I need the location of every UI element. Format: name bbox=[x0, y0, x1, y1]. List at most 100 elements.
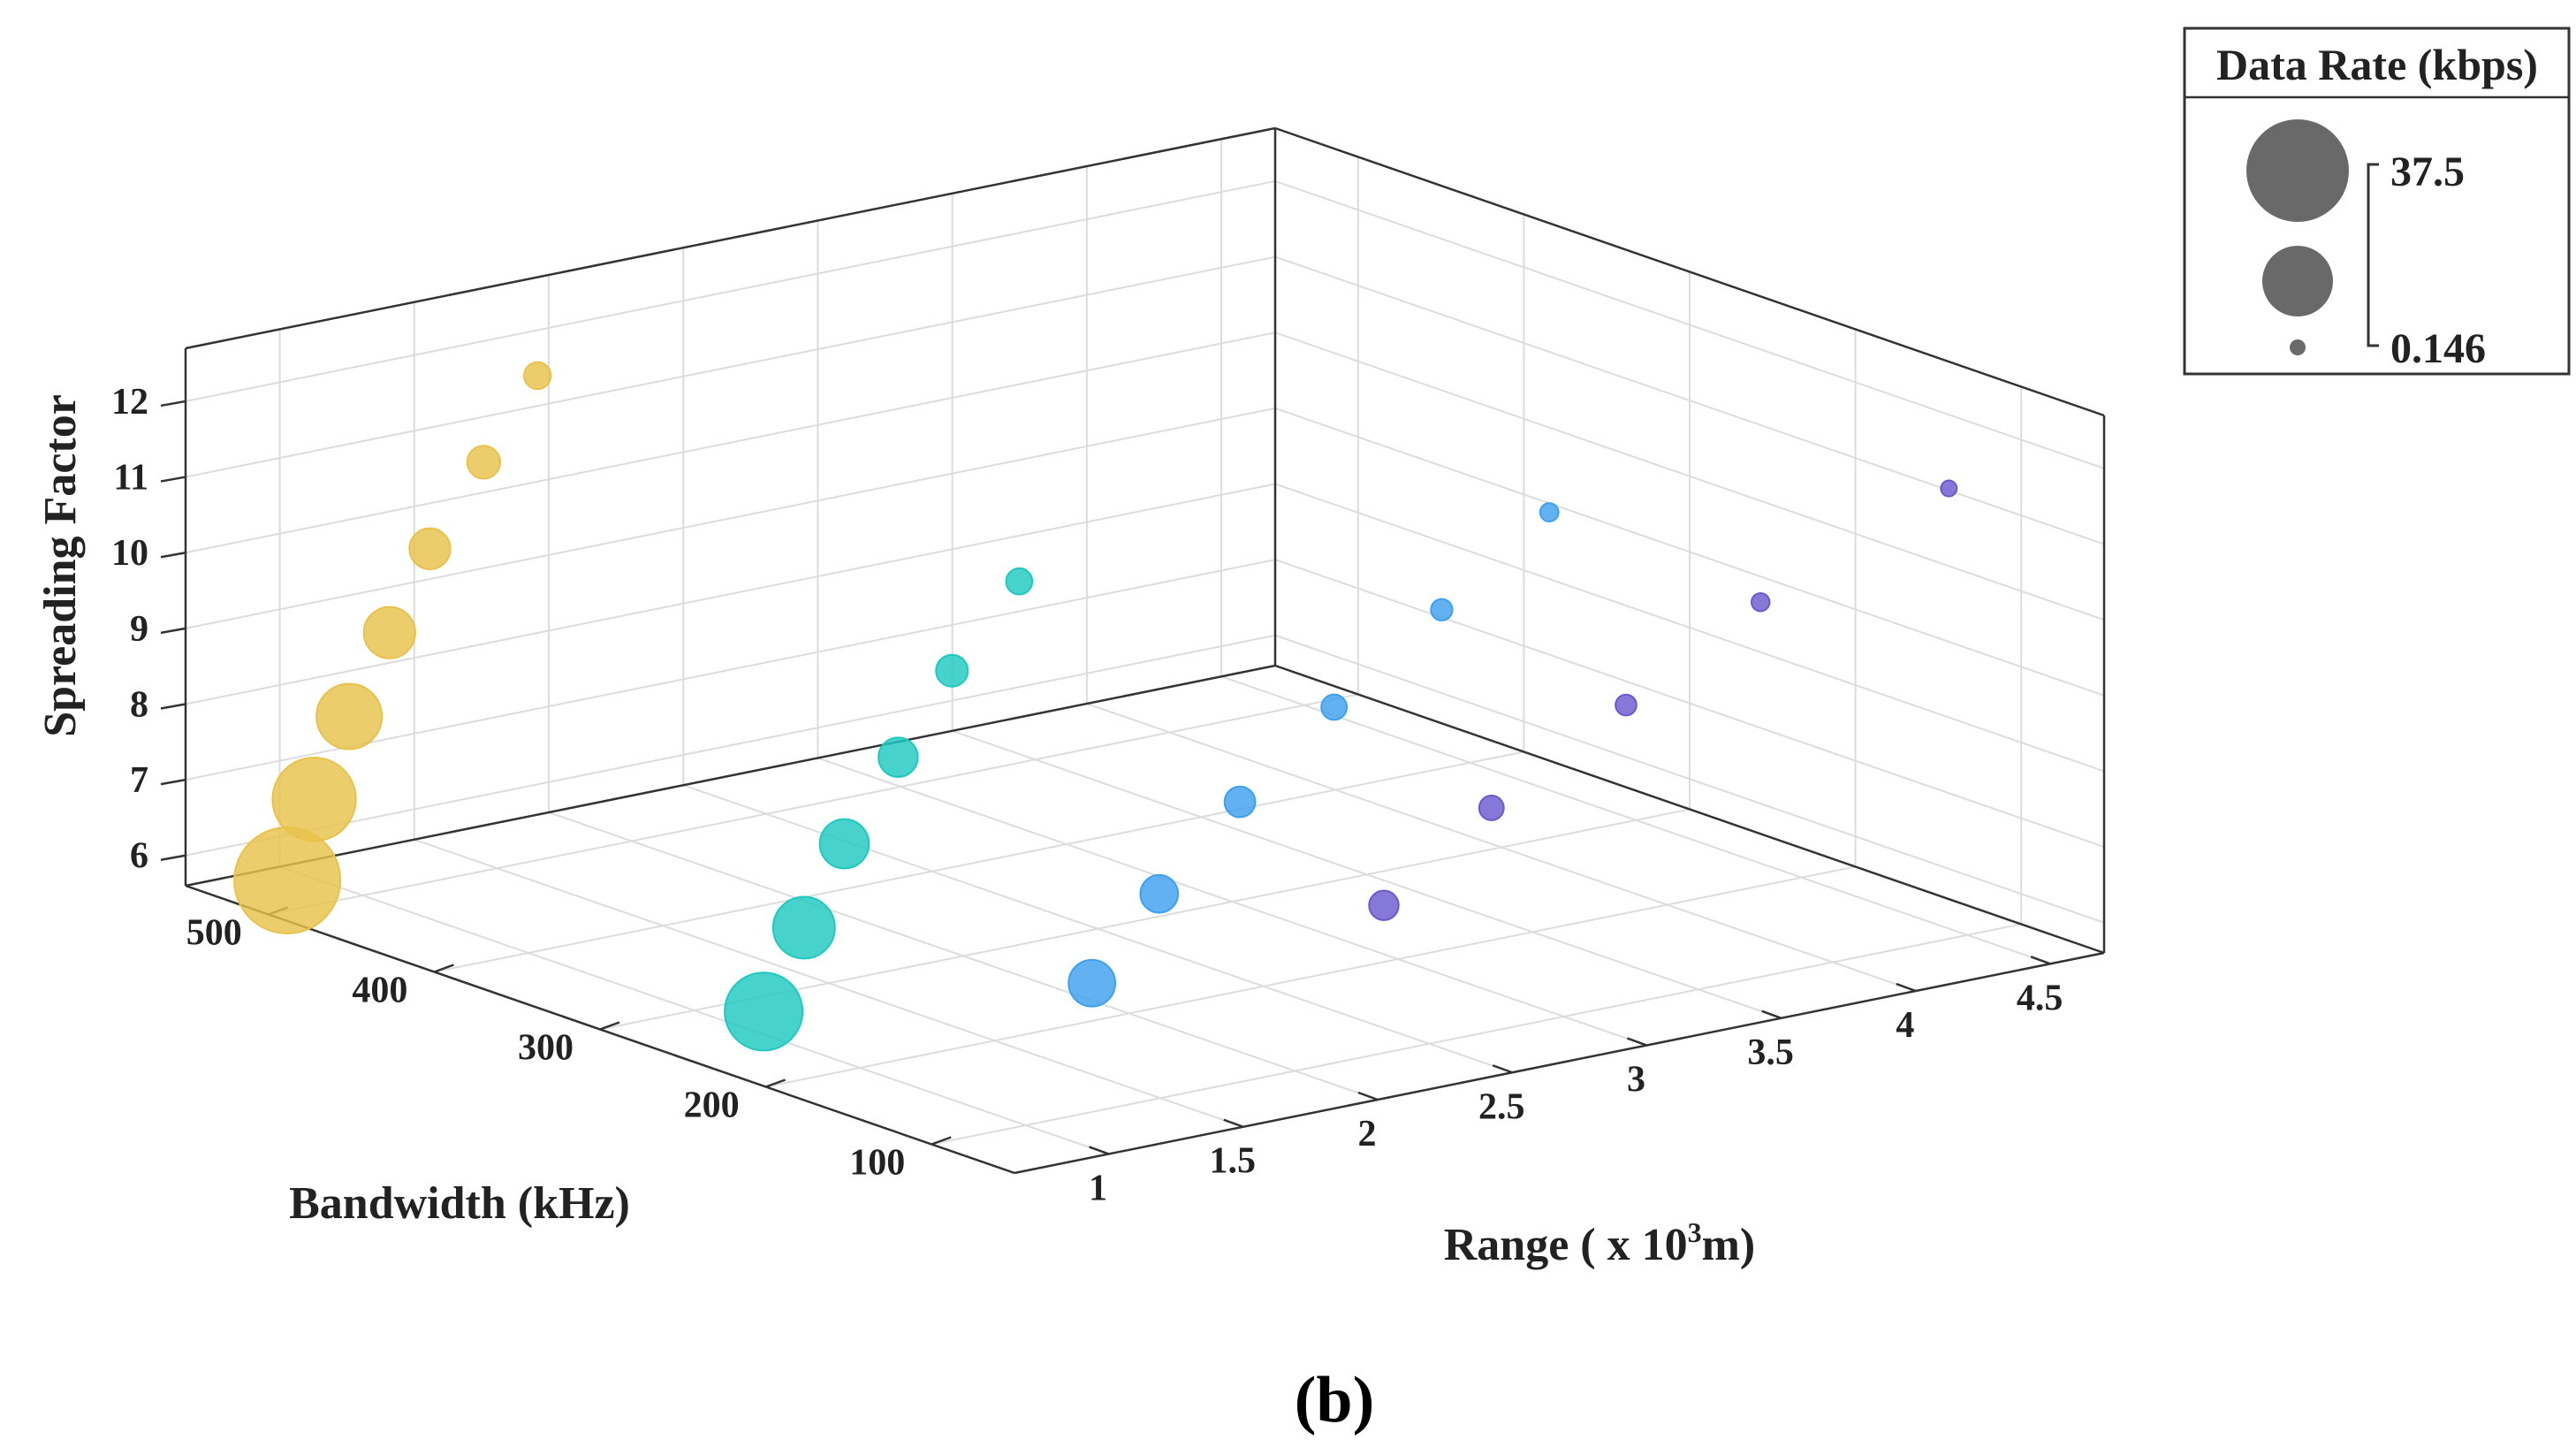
y-tick-label: 2.5 bbox=[1478, 1086, 1525, 1127]
z-tick-mark bbox=[160, 703, 186, 710]
data-point bbox=[818, 818, 870, 870]
back-wall-gridline bbox=[1274, 179, 2105, 469]
legend-max-label: 37.5 bbox=[2390, 149, 2465, 195]
z-tick-label: 6 bbox=[130, 836, 148, 877]
axis-box-edge bbox=[1014, 951, 2105, 1175]
side-wall-gridline bbox=[185, 634, 1276, 857]
back-wall-gridline bbox=[1274, 407, 2105, 697]
back-wall-gridline bbox=[1274, 255, 2105, 545]
z-tick-label: 10 bbox=[111, 533, 148, 574]
data-points bbox=[233, 361, 1958, 1052]
y-tick-mark bbox=[2030, 956, 2051, 965]
data-point bbox=[1539, 502, 1560, 522]
legend-bracket bbox=[2367, 163, 2379, 347]
z-tick-mark bbox=[160, 400, 186, 408]
back-wall-gridline bbox=[1274, 559, 2105, 849]
x-tick-label: 500 bbox=[186, 913, 242, 954]
y-axis-title: Range ( x 103m) bbox=[1444, 1216, 1756, 1270]
y-tick-mark bbox=[1223, 1118, 1244, 1128]
axis-box-edge bbox=[185, 664, 1276, 887]
axis-box-edge bbox=[1274, 126, 2105, 417]
y-tick-mark bbox=[1627, 1037, 1647, 1047]
legend-box bbox=[2183, 27, 2571, 376]
z-tick-mark bbox=[160, 854, 186, 861]
side-wall-gridline bbox=[185, 331, 1276, 554]
y-tick-label: 3.5 bbox=[1747, 1032, 1794, 1073]
data-point bbox=[1430, 598, 1454, 621]
back-wall-gridline bbox=[1274, 483, 2105, 773]
legend-small-marker bbox=[2290, 339, 2306, 355]
axes-grid bbox=[184, 126, 2106, 1175]
side-wall-gridline bbox=[185, 179, 1276, 402]
z-tick-mark bbox=[160, 778, 186, 786]
floor-gridline bbox=[414, 838, 1244, 1128]
y-tick-label: 4 bbox=[1896, 1005, 1914, 1046]
data-point bbox=[315, 682, 384, 750]
size-legend: Data Rate (kbps) 37.5 0.146 bbox=[2183, 27, 2571, 376]
z-axis-title: Spreading Factor bbox=[35, 394, 86, 737]
data-point bbox=[935, 653, 969, 688]
floor-gridline bbox=[931, 923, 2022, 1146]
floor-gridline bbox=[1086, 703, 1917, 992]
z-tick-label: 11 bbox=[113, 458, 148, 499]
data-point bbox=[466, 445, 501, 480]
y-axis-title-part-2: m) bbox=[1702, 1220, 1756, 1270]
x-tick-label: 100 bbox=[849, 1143, 905, 1184]
y-axis-title-exponent: 3 bbox=[1688, 1216, 1702, 1248]
y-tick-label: 1.5 bbox=[1210, 1141, 1257, 1182]
figure-caption: (b) bbox=[1295, 1364, 1374, 1436]
x-tick-mark bbox=[433, 964, 454, 973]
data-point bbox=[1005, 567, 1034, 596]
floor-gridline bbox=[268, 693, 1358, 916]
back-wall-gridline bbox=[1274, 634, 2105, 924]
x-tick-mark bbox=[599, 1021, 620, 1031]
side-wall-gridline bbox=[185, 483, 1276, 705]
z-tick-label: 12 bbox=[111, 382, 148, 423]
legend-medium-marker bbox=[2262, 246, 2333, 316]
legend-large-marker bbox=[2246, 119, 2349, 222]
y-axis-title-part-1: Range ( x 10 bbox=[1444, 1220, 1688, 1270]
y-tick-label: 3 bbox=[1627, 1060, 1645, 1101]
x-tick-label: 300 bbox=[518, 1028, 574, 1069]
z-tick-mark bbox=[160, 551, 186, 559]
y-tick-mark bbox=[1896, 982, 1917, 993]
floor-gridline bbox=[548, 811, 1379, 1101]
z-tick-label: 8 bbox=[130, 684, 148, 725]
data-point bbox=[878, 736, 919, 778]
y-tick-mark bbox=[1761, 1009, 1782, 1019]
data-point bbox=[1223, 785, 1257, 819]
data-point bbox=[1139, 873, 1180, 914]
data-point bbox=[1615, 693, 1638, 717]
y-tick-label: 2 bbox=[1358, 1114, 1377, 1154]
x-tick-mark bbox=[931, 1136, 952, 1146]
back-wall-gridline bbox=[1274, 331, 2105, 621]
y-tick-mark bbox=[1492, 1064, 1513, 1074]
floor-gridline bbox=[1220, 675, 2051, 965]
y-tick-label: 4.5 bbox=[2017, 978, 2063, 1018]
x-axis-title: Bandwidth (kHz) bbox=[289, 1178, 630, 1229]
data-point bbox=[233, 826, 342, 934]
side-wall-gridline bbox=[185, 407, 1276, 629]
y-tick-label: 1 bbox=[1089, 1168, 1107, 1208]
x-tick-label: 200 bbox=[684, 1086, 740, 1126]
axis-box-edge bbox=[185, 126, 1276, 350]
y-tick-mark bbox=[1357, 1091, 1379, 1101]
x-tick-label: 400 bbox=[352, 971, 407, 1011]
axis-box-edge bbox=[1274, 664, 2105, 955]
z-tick-label: 9 bbox=[130, 609, 148, 650]
data-point bbox=[523, 361, 552, 391]
floor-gridline bbox=[952, 729, 1782, 1019]
z-tick-mark bbox=[160, 627, 186, 635]
floor-gridline bbox=[279, 865, 1109, 1155]
data-point bbox=[724, 971, 804, 1052]
y-tick-mark bbox=[1089, 1146, 1109, 1155]
data-point bbox=[1940, 479, 1958, 498]
legend-title: Data Rate (kbps) bbox=[2216, 40, 2538, 89]
data-point bbox=[771, 895, 836, 960]
data-point bbox=[1478, 795, 1505, 821]
floor-gridline bbox=[817, 757, 1647, 1047]
legend-min-label: 0.146 bbox=[2390, 325, 2486, 372]
data-point bbox=[362, 606, 416, 659]
x-tick-mark bbox=[765, 1078, 786, 1088]
